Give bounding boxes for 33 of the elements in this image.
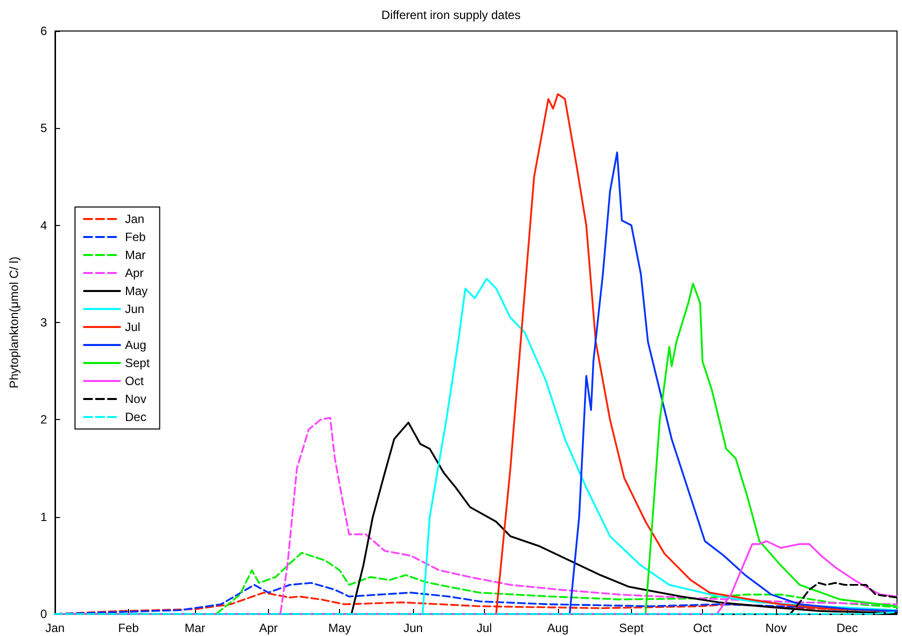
y-tick-label: 3 [40,316,48,330]
legend-label: Feb [125,230,146,244]
y-tick-label: 6 [40,24,48,38]
legend-label: Apr [125,266,144,280]
y-tick-label: 5 [40,121,48,136]
legend-label: May [125,284,148,298]
x-tick-label: May [328,621,351,635]
y-tick-label: 0 [40,607,48,621]
legend-label: Jan [125,212,144,226]
legend-label: Nov [125,392,146,406]
legend-label: Jun [125,302,144,316]
legend-label: Oct [125,374,144,388]
x-tick-label: Mar [184,621,206,635]
y-axis-title: Phytoplankton(μmol C/ l) [7,256,21,388]
y-tick-label: 1 [40,510,48,524]
x-tick-label: Dec [836,621,858,635]
y-tick-label: 4 [40,218,48,232]
legend-label: Dec [125,410,146,424]
x-tick-label: Sept [619,621,644,635]
x-tick-label: Aug [547,621,569,635]
legend-label: Mar [125,248,146,262]
x-tick-label: Jul [476,621,492,635]
x-tick-label: Feb [118,621,140,635]
y-tick-label: 2 [40,412,48,427]
x-tick-label: Apr [259,621,278,635]
x-tick-label: Jan [45,621,65,635]
legend-label: Sept [125,356,150,370]
x-tick-label: Jun [403,621,423,635]
x-tick-label: Nov [765,621,787,635]
chart-title: Different iron supply dates [381,8,521,22]
legend-label: Aug [125,338,146,352]
legend-label: Jul [125,320,140,334]
x-tick-label: Oct [693,621,713,635]
